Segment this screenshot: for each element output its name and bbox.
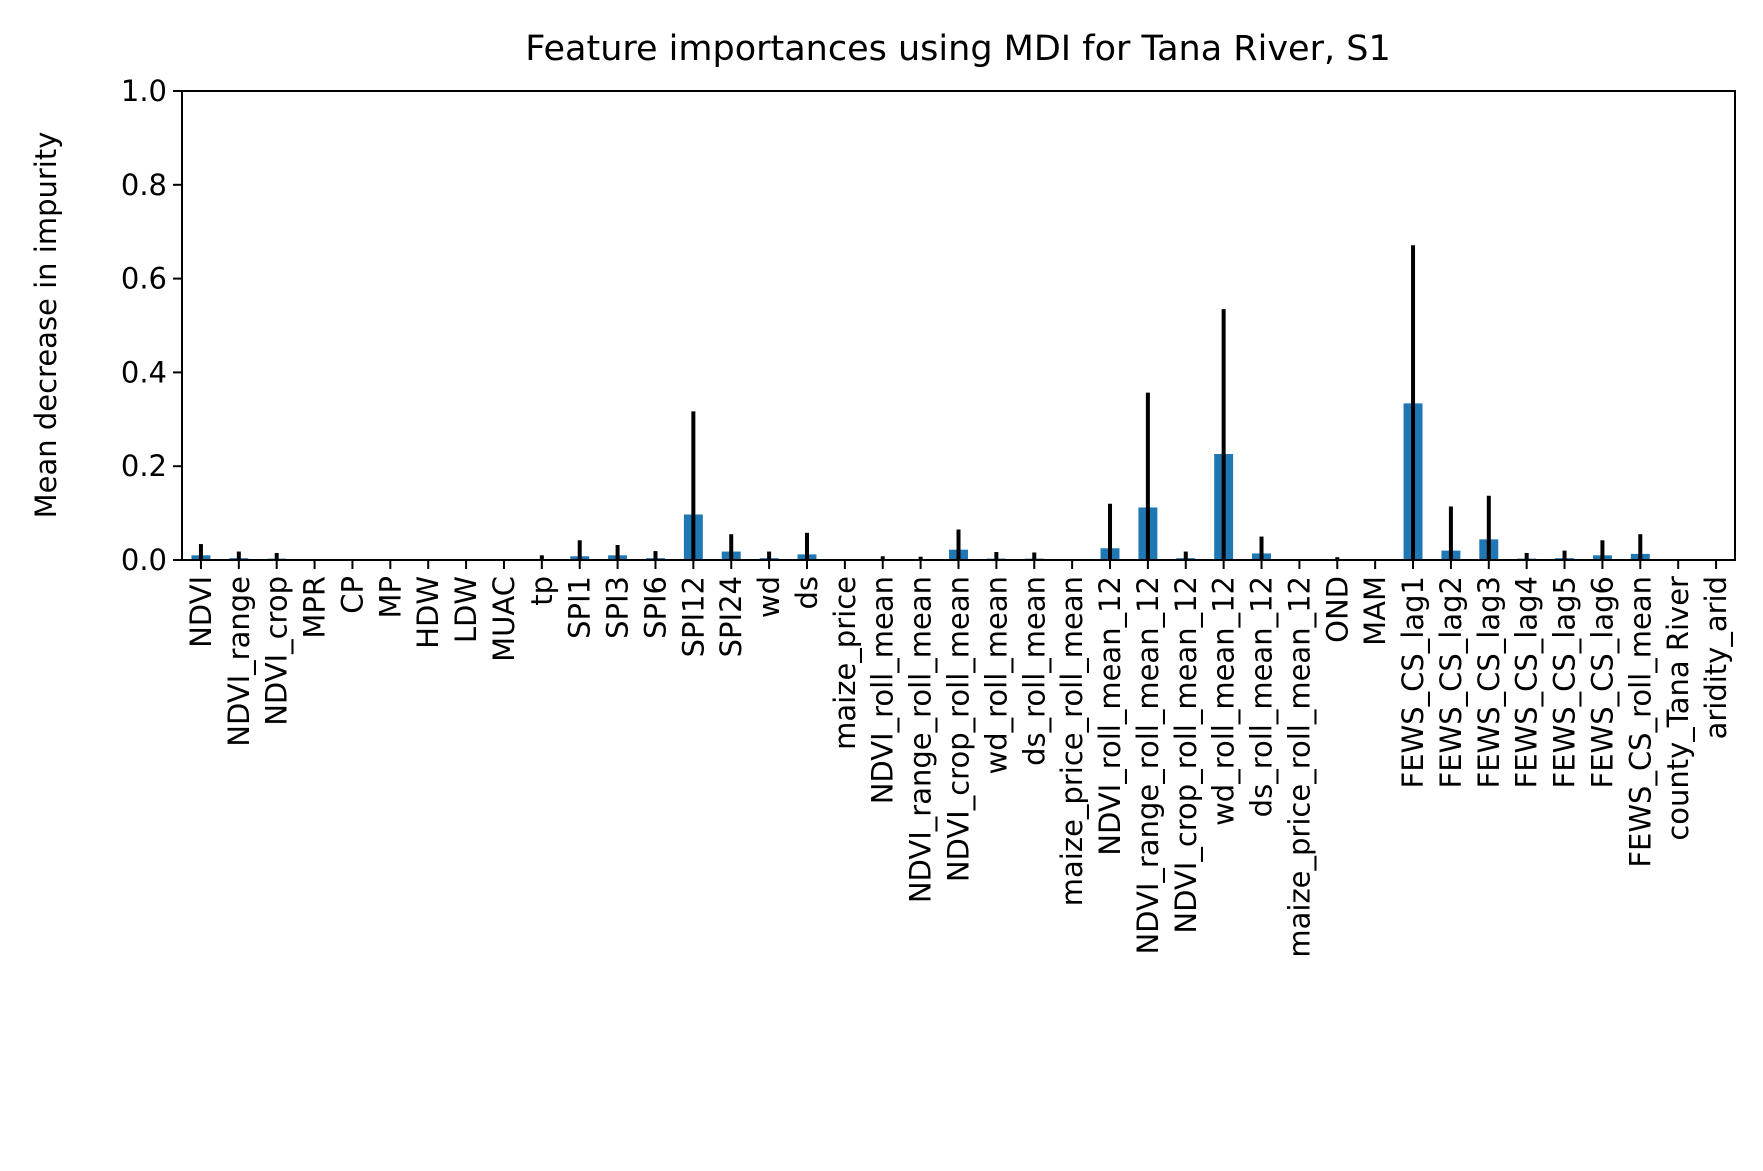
x-tick-label-36: FEWS_CS_lag5 <box>1548 576 1582 788</box>
x-tick-label-17: maize_price <box>828 576 862 750</box>
x-tick-label-9: tp <box>525 576 559 606</box>
x-tick-label-0: NDVI <box>184 576 218 648</box>
x-tick-label-25: NDVI_range_roll_mean_12 <box>1131 576 1165 955</box>
x-tick-label-32: FEWS_CS_lag1 <box>1396 576 1430 788</box>
x-tick-label-5: MP <box>373 576 407 619</box>
x-tick-label-39: county_Tana River <box>1661 576 1695 841</box>
x-tick-label-8: MUAC <box>487 576 521 662</box>
x-tick-label-38: FEWS_CS_roll_mean <box>1623 576 1657 868</box>
y-tick-label-3: 0.6 <box>121 262 167 296</box>
x-tick-label-37: FEWS_CS_lag6 <box>1585 576 1619 788</box>
x-tick-label-2: NDVI_crop <box>260 576 294 726</box>
x-tick-label-7: LDW <box>449 576 483 643</box>
x-tick-label-3: MPR <box>298 576 332 639</box>
x-tick-label-1: NDVI_range <box>222 576 256 747</box>
x-tick-label-24: NDVI_roll_mean_12 <box>1093 576 1127 856</box>
x-tick-label-33: FEWS_CS_lag2 <box>1434 576 1468 788</box>
x-tick-label-34: FEWS_CS_lag3 <box>1472 576 1506 788</box>
x-tick-label-14: SPI24 <box>714 576 748 657</box>
x-tick-label-10: SPI1 <box>563 576 597 639</box>
x-tick-label-30: OND <box>1320 576 1354 643</box>
x-tick-label-4: CP <box>335 576 369 614</box>
x-tick-label-23: maize_price_roll_mean <box>1055 576 1089 906</box>
chart-title: Feature importances using MDI for Tana R… <box>525 29 1390 69</box>
x-tick-label-19: NDVI_range_roll_mean <box>904 576 938 903</box>
x-tick-label-27: wd_roll_mean_12 <box>1207 576 1241 826</box>
x-tick-label-6: HDW <box>411 576 445 649</box>
y-tick-label-2: 0.4 <box>121 355 167 389</box>
x-tick-label-11: SPI3 <box>601 576 635 639</box>
x-tick-label-26: NDVI_crop_roll_mean_12 <box>1169 576 1203 934</box>
x-tick-label-12: SPI6 <box>638 576 672 639</box>
y-tick-label-4: 0.8 <box>121 168 167 202</box>
x-tick-label-20: NDVI_crop_roll_mean <box>942 576 976 882</box>
y-tick-label-1: 0.2 <box>121 449 167 483</box>
y-axis-label: Mean decrease in impurity <box>29 132 63 519</box>
y-tick-label-5: 1.0 <box>121 74 167 108</box>
x-tick-label-22: ds_roll_mean <box>1017 576 1051 766</box>
x-tick-label-18: NDVI_roll_mean <box>866 576 900 804</box>
x-tick-label-29: maize_price_roll_mean_12 <box>1282 576 1316 958</box>
x-tick-label-31: MAM <box>1358 576 1392 646</box>
x-tick-label-28: ds_roll_mean_12 <box>1245 576 1279 817</box>
y-tick-label-0: 0.0 <box>121 543 167 577</box>
x-tick-label-40: aridity_arid <box>1699 576 1733 739</box>
x-tick-label-16: ds <box>790 576 824 610</box>
x-tick-label-13: SPI12 <box>676 576 710 657</box>
x-tick-label-35: FEWS_CS_lag4 <box>1510 576 1544 788</box>
x-tick-label-21: wd_roll_mean <box>979 576 1013 775</box>
x-tick-label-15: wd <box>752 576 786 618</box>
